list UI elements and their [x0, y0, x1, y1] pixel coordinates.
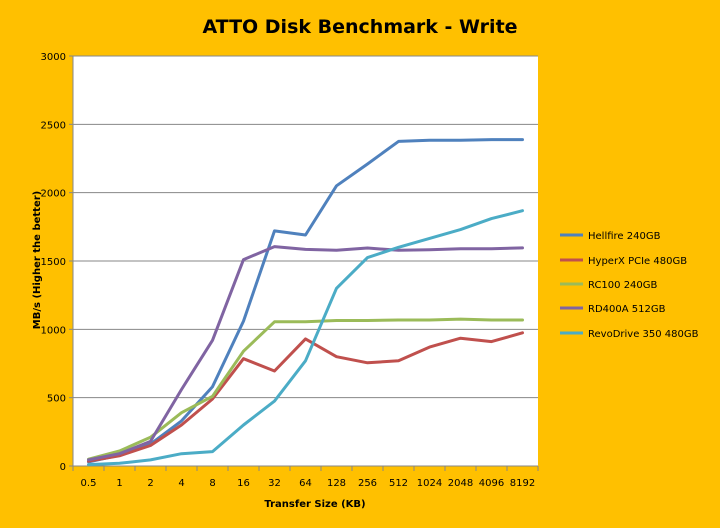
x-tick-label: 4 — [178, 478, 184, 489]
y-axis: 0 500 1000 1500 2000 2500 3000 — [41, 52, 74, 473]
legend: Hellfire 240GB HyperX PCIe 480GB RC100 240… — [560, 231, 699, 340]
y-tick-label: 500 — [47, 394, 66, 405]
x-tick-label: 2048 — [448, 478, 473, 489]
x-tick-label: 64 — [299, 478, 312, 489]
series-line-0 — [87, 138, 524, 464]
y-tick-label: 0 — [60, 462, 66, 473]
series-line-3 — [87, 245, 524, 462]
y-tick-label: 1000 — [41, 325, 66, 336]
x-tick-label: 1024 — [417, 478, 442, 489]
legend-label: Hellfire 240GB — [588, 231, 661, 242]
x-tick-label: 8 — [209, 478, 215, 489]
legend-label: RC100 240GB — [588, 280, 658, 291]
x-tick-label: 512 — [389, 478, 408, 489]
y-tick-label: 2500 — [41, 120, 66, 131]
x-tick-label: 0.5 — [81, 478, 97, 489]
x-tick-label: 32 — [268, 478, 281, 489]
x-tick-label: 4096 — [479, 478, 504, 489]
legend-label: HyperX PCIe 480GB — [588, 256, 687, 267]
x-axis-label: Transfer Size (KB) — [264, 499, 365, 510]
series-line-2 — [87, 317, 524, 461]
x-tick-label: 8192 — [510, 478, 535, 489]
chart-title: ATTO Disk Benchmark - Write — [202, 16, 517, 38]
x-tick-label: 256 — [358, 478, 377, 489]
series-lines — [87, 138, 524, 467]
x-tick-label: 2 — [147, 478, 153, 489]
x-tick-label: 128 — [327, 478, 346, 489]
y-tick-label: 3000 — [41, 52, 66, 63]
legend-label: RD400A 512GB — [588, 304, 666, 315]
x-tick-label: 16 — [237, 478, 250, 489]
series-line-4 — [87, 209, 524, 467]
x-tick-label: 1 — [116, 478, 122, 489]
series-line-1 — [87, 331, 524, 463]
x-axis: 0.5 1 2 4 8 16 32 64 128 256 512 1024 2048 4096 8192 — [72, 465, 539, 489]
legend-label: RevoDrive 350 480GB — [588, 329, 699, 340]
y-tick-label: 1500 — [41, 257, 66, 268]
y-axis-label: MB/s (Higher the better) — [32, 191, 43, 329]
y-tick-label: 2000 — [41, 189, 66, 200]
